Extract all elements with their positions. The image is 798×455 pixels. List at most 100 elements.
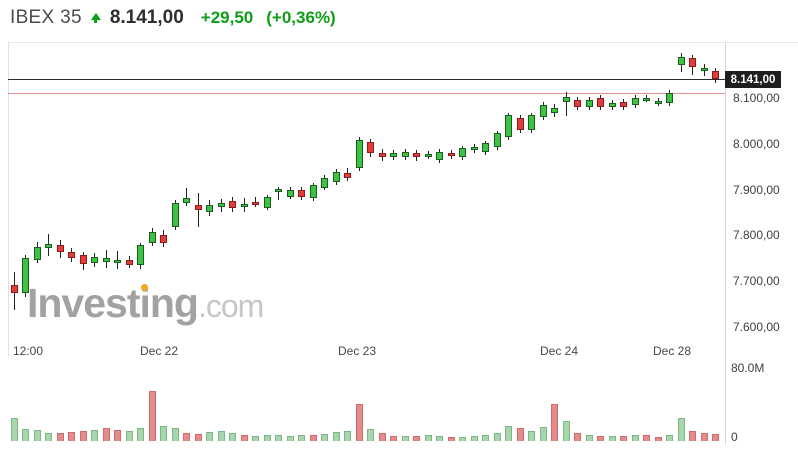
volume-bar bbox=[10, 417, 18, 441]
price-axis-tick: 8.000,00 bbox=[733, 136, 780, 151]
volume-bar bbox=[252, 436, 259, 441]
volume-bar bbox=[148, 391, 156, 441]
candle-up bbox=[206, 205, 213, 213]
candle-down bbox=[68, 251, 75, 258]
volume-bar bbox=[574, 432, 581, 441]
volume-bar bbox=[45, 432, 52, 441]
price-axis-tick: 7.900,00 bbox=[733, 182, 780, 197]
candle-down bbox=[712, 70, 719, 80]
volume-bar bbox=[171, 428, 179, 441]
candle-up bbox=[631, 98, 639, 105]
volume-bar bbox=[378, 432, 386, 441]
volume-bar bbox=[390, 436, 397, 441]
candle-down bbox=[367, 141, 374, 153]
volume-bar bbox=[516, 428, 524, 441]
volume-bar bbox=[332, 431, 340, 441]
volume-bar bbox=[551, 404, 558, 441]
candle-down bbox=[689, 58, 696, 67]
candle-up bbox=[608, 103, 616, 108]
candle-up bbox=[22, 257, 29, 294]
up-arrow-icon bbox=[90, 12, 101, 23]
candle-up bbox=[240, 203, 248, 207]
candle-down bbox=[378, 152, 386, 157]
volume-bar bbox=[654, 437, 662, 441]
reference-price-line bbox=[8, 92, 725, 94]
candle-down bbox=[160, 234, 167, 243]
volume-bar bbox=[160, 426, 167, 441]
candle-down bbox=[125, 260, 133, 266]
volume-bar bbox=[263, 435, 271, 441]
volume-bar bbox=[33, 429, 41, 441]
volume-bar bbox=[68, 431, 75, 441]
volume-bar bbox=[22, 428, 29, 441]
volume-bar bbox=[459, 437, 466, 441]
candle-up bbox=[91, 256, 98, 263]
candle-up bbox=[263, 196, 271, 208]
volume-bar bbox=[137, 428, 144, 441]
volume-bar bbox=[217, 430, 225, 441]
candle-up bbox=[183, 197, 190, 203]
volume-bar bbox=[401, 436, 409, 441]
volume-bar bbox=[539, 427, 547, 441]
price-axis-line bbox=[725, 42, 726, 445]
candle-down bbox=[252, 201, 259, 205]
candle-up bbox=[505, 114, 512, 137]
price-chart-pane[interactable] bbox=[8, 42, 725, 336]
plot-left-border bbox=[8, 42, 9, 356]
candle-up bbox=[332, 171, 340, 182]
candle-wick bbox=[186, 187, 187, 207]
time-axis-label: Dec 23 bbox=[338, 344, 377, 358]
time-axis-label: Dec 28 bbox=[653, 344, 692, 358]
time-axis-label: Dec 24 bbox=[540, 344, 579, 358]
candle-up bbox=[355, 140, 363, 169]
last-price-tag: 8.141,00 bbox=[725, 71, 781, 88]
price-axis-tick: 7.600,00 bbox=[733, 320, 780, 334]
candle-up bbox=[654, 101, 662, 105]
price-change-percent: (+0,36%) bbox=[266, 8, 336, 27]
candle-up bbox=[390, 152, 397, 157]
volume-bar bbox=[562, 420, 570, 441]
candle-up bbox=[424, 153, 432, 157]
volume-bar bbox=[631, 435, 639, 441]
plot-top-border bbox=[8, 42, 798, 43]
candle-up bbox=[493, 132, 501, 147]
candle-up bbox=[677, 56, 685, 65]
volume-bar bbox=[677, 417, 685, 441]
candle-up bbox=[666, 92, 673, 104]
candle-down bbox=[229, 201, 236, 208]
volume-bar bbox=[493, 432, 501, 441]
candle-down bbox=[447, 152, 455, 156]
price-axis-tick: 7.700,00 bbox=[733, 274, 780, 289]
volume-bar bbox=[643, 435, 650, 441]
volume-bar bbox=[275, 434, 282, 441]
volume-bar bbox=[700, 432, 708, 441]
volume-chart-pane[interactable] bbox=[8, 358, 725, 441]
candle-wick bbox=[278, 186, 279, 201]
candle-up bbox=[459, 147, 466, 158]
volume-bar bbox=[309, 434, 317, 441]
volume-bar bbox=[125, 430, 133, 441]
candle-down bbox=[597, 98, 604, 108]
candle-up bbox=[217, 202, 225, 207]
volume-bar bbox=[229, 432, 236, 441]
candle-up bbox=[286, 190, 294, 197]
volume-bar bbox=[413, 436, 420, 441]
candle-up bbox=[33, 246, 41, 261]
candle-up bbox=[309, 185, 317, 198]
volume-bar bbox=[194, 433, 202, 441]
volume-bar bbox=[585, 435, 593, 441]
candle-down bbox=[344, 173, 351, 178]
last-price: 8.141,00 bbox=[109, 7, 184, 28]
watermark-brand: Investing bbox=[27, 280, 199, 326]
candle-up bbox=[321, 178, 328, 188]
candle-up bbox=[102, 257, 110, 262]
volume-bar bbox=[286, 436, 294, 441]
volume-bar bbox=[355, 404, 363, 441]
candle-up bbox=[401, 152, 409, 158]
candle-up bbox=[275, 188, 282, 192]
watermark: Investing.com bbox=[27, 280, 264, 327]
candle-down bbox=[574, 99, 581, 108]
volume-bar bbox=[102, 428, 110, 441]
candle-down bbox=[620, 102, 627, 108]
